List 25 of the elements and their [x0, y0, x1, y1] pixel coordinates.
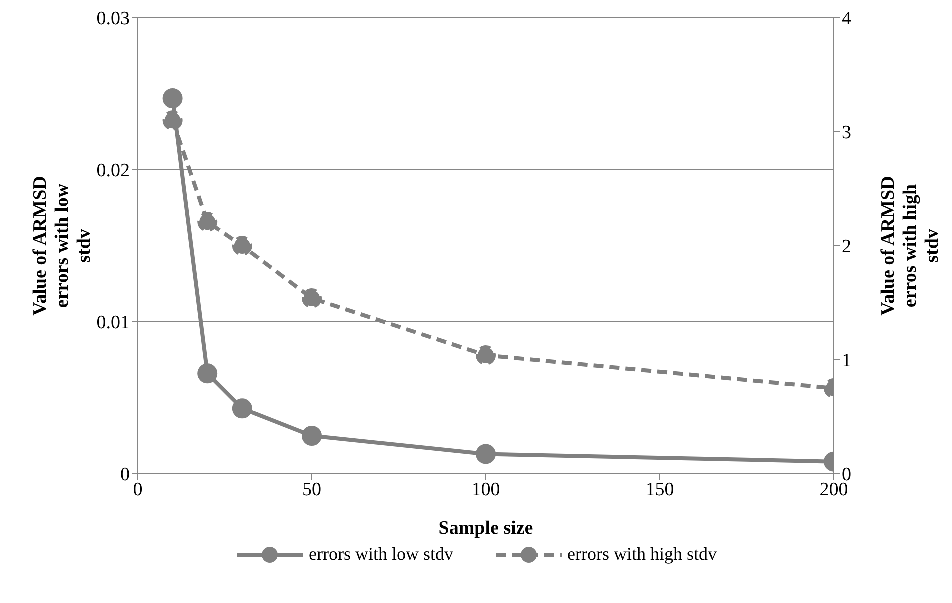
x-axis-title: Sample size — [438, 518, 534, 539]
point — [302, 426, 322, 446]
point — [232, 236, 252, 256]
y-tick-label: 0.03 — [96, 8, 130, 30]
x-tick-label: 150 — [646, 479, 674, 500]
y-axis-title: Value of ARMSD errors with low stdv — [30, 176, 95, 316]
point — [302, 288, 322, 308]
legend-label: errors with low stdv — [309, 544, 454, 565]
point — [232, 398, 252, 419]
y-tick-label: 0 — [120, 464, 130, 486]
point — [198, 212, 218, 232]
point — [162, 110, 183, 131]
y2-tick-label: 3 — [842, 122, 852, 144]
y2-tick-label: 4 — [842, 8, 852, 30]
x-tick-label: 100 — [472, 479, 500, 500]
y-tick-label: 0.01 — [96, 312, 130, 334]
y-tick-label: 0.02 — [96, 160, 130, 182]
x-tick-label: 0 — [133, 479, 143, 500]
y2-tick-label: 1 — [842, 350, 852, 372]
y2-axis-title: Value of ARMSD erros with high stdv — [878, 176, 943, 316]
legend-label: errors with high stdv — [568, 544, 717, 565]
point — [198, 364, 218, 384]
point — [162, 88, 183, 109]
x-tick-label: 50 — [302, 479, 322, 500]
y2-tick-label: 2 — [842, 236, 852, 258]
